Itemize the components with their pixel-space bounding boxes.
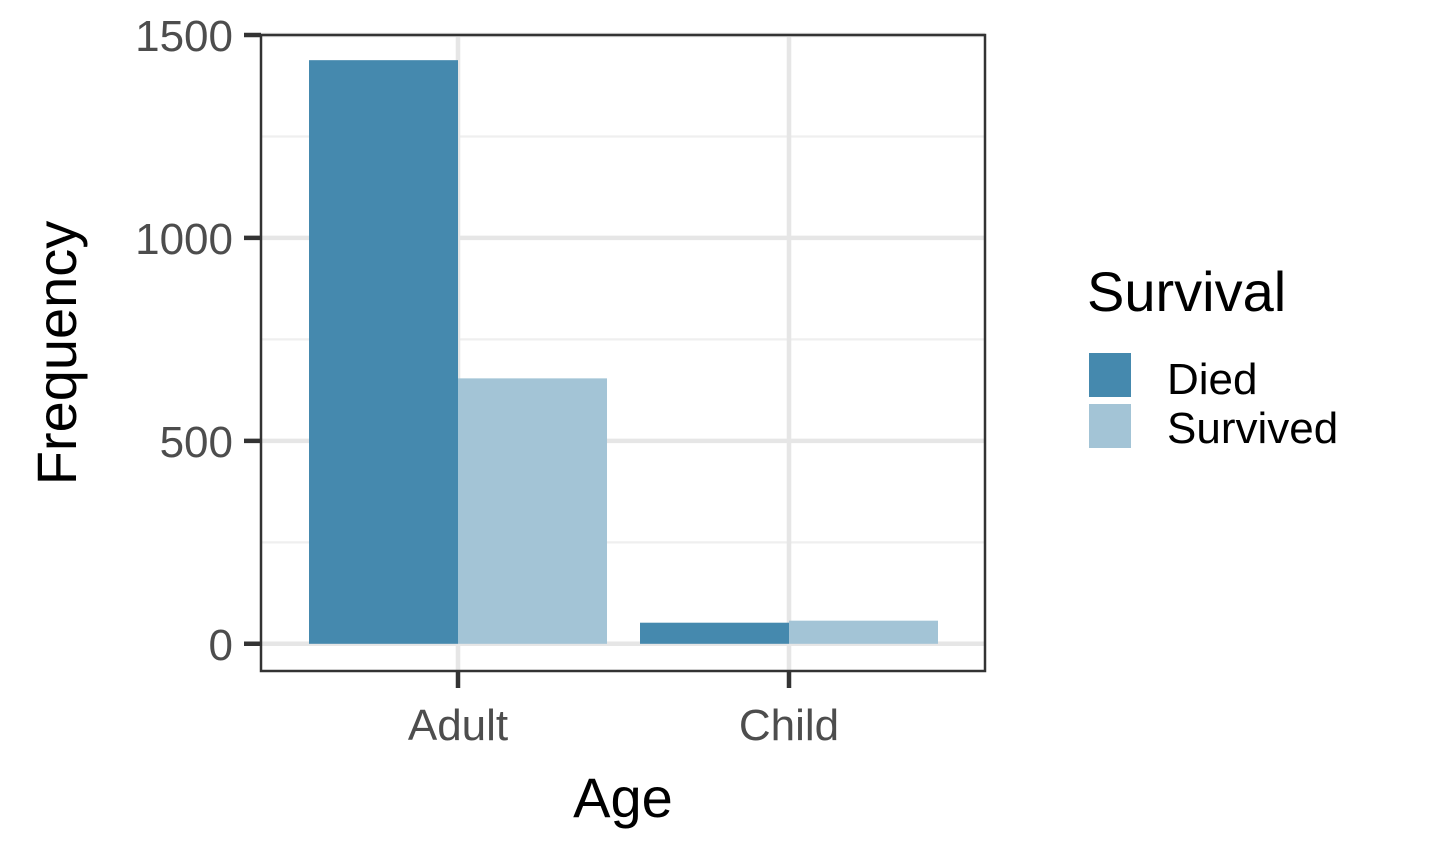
bar-died-child: [640, 622, 789, 644]
legend-key-died: [1089, 353, 1131, 397]
legend-label-died: Died: [1167, 355, 1258, 404]
x-tick-label-child: Child: [739, 701, 839, 750]
legend-key-survived: [1089, 404, 1131, 448]
legend-label-survived: Survived: [1167, 404, 1338, 453]
x-tick-label-adult: Adult: [408, 701, 508, 750]
y-tick-label: 1000: [135, 215, 233, 264]
panel-border: [259, 33, 987, 673]
bar-survived-adult: [458, 378, 607, 644]
y-tick-label: 0: [209, 621, 233, 670]
x-axis: Adult Child: [408, 671, 839, 750]
bar-survived-child: [789, 620, 938, 644]
y-tick-label: 1500: [135, 12, 233, 61]
x-axis-title: Age: [573, 766, 673, 829]
bar-died-adult: [309, 60, 458, 644]
bars: [309, 60, 938, 644]
y-axis-title: Frequency: [25, 221, 88, 486]
y-axis: 0 500 1000 1500: [135, 12, 261, 670]
legend: Survival Died Survived: [1087, 260, 1338, 453]
legend-title: Survival: [1087, 260, 1286, 323]
y-tick-label: 500: [160, 418, 233, 467]
